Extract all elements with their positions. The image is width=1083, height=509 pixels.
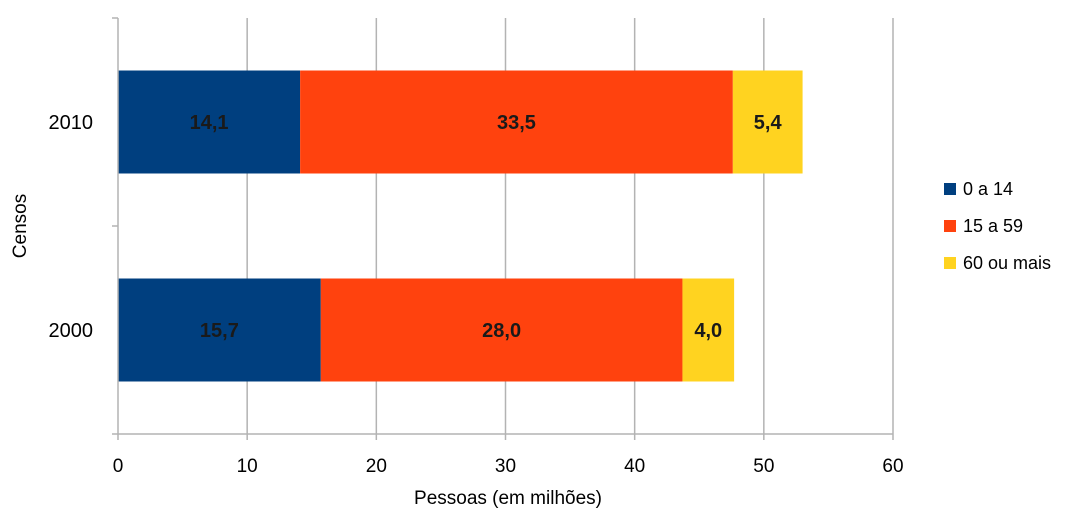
bars: 14,1 33,5 5,4 15,7 28,0 4,0 [118,70,803,382]
x-tick-label-20: 20 [366,456,387,477]
legend-label-60-ou-mais: 60 ou mais [963,253,1051,273]
data-label-2010-60-ou-mais: 5,4 [754,112,783,134]
bar-2000-60-ou-mais [682,278,735,382]
data-label-2000-15-a-59: 28,0 [482,320,521,342]
legend-swatch-15-a-59 [944,220,956,232]
x-tick-label-10: 10 [237,456,258,477]
bar-2010-60-ou-mais [732,70,803,174]
x-tick-label-50: 50 [753,456,774,477]
legend: 0 a 14 15 a 59 60 ou mais [944,179,1051,273]
legend-swatch-0-a-14 [944,183,956,195]
x-tick-labels: 0 10 20 30 40 50 60 [113,456,904,477]
category-label-2000: 2000 [49,320,94,342]
data-label-2010-0-a-14: 14,1 [190,112,229,134]
category-labels: 2010 2000 [49,112,94,342]
bar-2010-0-a-14 [118,70,301,174]
x-tick-label-30: 30 [495,456,516,477]
legend-swatch-60-ou-mais [944,257,956,269]
category-label-2010: 2010 [49,112,94,134]
x-tick-label-40: 40 [624,456,645,477]
bar-2010-15-a-59 [300,70,733,174]
data-label-2000-0-a-14: 15,7 [200,320,239,342]
data-label-2010-15-a-59: 33,5 [497,112,536,134]
x-tick-label-0: 0 [113,456,124,477]
y-axis-title: Censos [10,194,31,258]
x-tick-label-60: 60 [882,456,903,477]
bar-2000-0-a-14 [118,278,321,382]
axes [112,17,894,440]
legend-label-0-a-14: 0 a 14 [963,179,1013,199]
x-axis-title: Pessoas (em milhões) [414,488,602,509]
bar-2000-15-a-59 [320,278,683,382]
legend-label-15-a-59: 15 a 59 [963,216,1023,236]
data-label-2000-60-ou-mais: 4,0 [694,320,722,342]
